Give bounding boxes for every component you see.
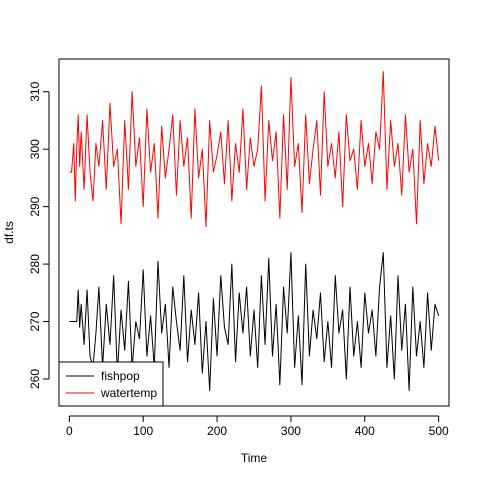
- series-line-fishpop: [69, 252, 440, 391]
- y-axis: 260 270 280 290 300 310: [28, 81, 50, 389]
- legend-label-fishpop: fishpop: [101, 369, 140, 383]
- y-tick-label: 290: [28, 196, 42, 216]
- y-tick-label: 310: [28, 81, 42, 101]
- plot-frame: [58, 58, 450, 407]
- legend-box: [58, 361, 164, 407]
- x-axis: 0 100 200 300 400 500: [66, 415, 449, 438]
- x-tick-label: 500: [429, 424, 449, 438]
- x-tick-label: 100: [133, 424, 153, 438]
- legend: fishpop watertemp: [58, 361, 164, 407]
- y-tick-label: 270: [28, 311, 42, 331]
- series-layer: [69, 71, 440, 391]
- x-axis-title: Time: [241, 451, 268, 465]
- y-tick-label: 300: [28, 139, 42, 159]
- y-tick-label: 260: [28, 369, 42, 389]
- y-axis-title: df.ts: [2, 221, 16, 244]
- series-line-watertemp: [69, 71, 440, 228]
- legend-label-watertemp: watertemp: [100, 386, 157, 400]
- x-tick-label: 0: [66, 424, 73, 438]
- x-tick-label: 200: [207, 424, 227, 438]
- x-tick-label: 300: [281, 424, 301, 438]
- x-tick-label: 400: [355, 424, 375, 438]
- y-tick-label: 280: [28, 254, 42, 274]
